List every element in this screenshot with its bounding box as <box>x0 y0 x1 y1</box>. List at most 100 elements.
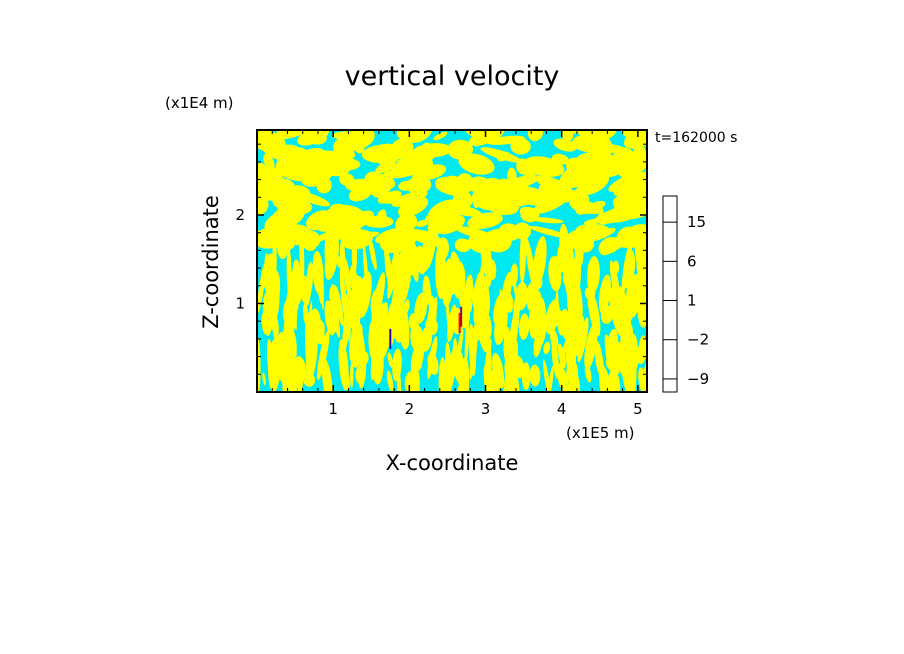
y-tick-label: 2 <box>235 206 245 224</box>
strong-velocity-streak <box>389 328 392 349</box>
updraft-patch <box>315 328 325 345</box>
x-tick-label: 4 <box>557 400 567 418</box>
updraft-patch <box>586 227 616 242</box>
x-axis-ticks: 1 2 3 4 5 <box>271 130 643 418</box>
updraft-patch <box>563 251 576 307</box>
chart-title: vertical velocity <box>345 61 560 92</box>
updraft-patch <box>454 238 472 253</box>
updraft-patch <box>483 177 501 189</box>
updraft-patch <box>529 364 541 387</box>
updraft-patch <box>598 240 612 256</box>
updraft-patch <box>480 238 493 282</box>
updraft-patch <box>531 217 564 224</box>
updraft-patch <box>333 284 344 326</box>
updraft-patch <box>371 339 384 385</box>
updraft-patch <box>553 138 577 152</box>
updraft-patch <box>599 301 609 317</box>
updraft-patch <box>377 190 402 204</box>
updraft-patch <box>352 276 361 326</box>
updraft-patch <box>532 236 547 286</box>
x-axis-label: X-coordinate <box>386 451 519 475</box>
updraft-patch <box>493 228 515 236</box>
updraft-patch <box>551 153 569 165</box>
updraft-patch <box>324 233 339 280</box>
updraft-patch <box>594 340 604 379</box>
updraft-patch <box>486 135 526 145</box>
updraft-patch <box>395 213 418 233</box>
updraft-patch <box>415 219 429 227</box>
updraft-patch <box>484 313 492 339</box>
updraft-patch <box>262 372 266 386</box>
updraft-patch <box>624 323 634 360</box>
updraft-patch <box>611 351 621 370</box>
updraft-patch <box>386 370 394 392</box>
updraft-patch <box>334 222 343 231</box>
updraft-patch <box>351 322 363 337</box>
updraft-patch <box>527 130 544 142</box>
updraft-patch <box>306 261 314 298</box>
updraft-patch <box>587 288 601 337</box>
updraft-patch <box>574 203 585 215</box>
updraft-patch <box>301 229 318 252</box>
updraft-patch <box>528 282 539 328</box>
updraft-patch <box>447 139 474 160</box>
updraft-patch <box>472 326 485 341</box>
updraft-patch <box>607 370 621 392</box>
updraft-patch <box>424 206 456 224</box>
x-tick-label: 1 <box>328 400 338 418</box>
updraft-patch <box>458 357 470 392</box>
updraft-patch <box>375 209 387 227</box>
updraft-patch <box>555 288 559 328</box>
updraft-patch <box>507 167 517 186</box>
updraft-patch <box>316 329 330 381</box>
updraft-patch <box>391 190 428 207</box>
updraft-patch <box>568 199 604 215</box>
updraft-patch <box>469 130 505 146</box>
updraft-patch <box>389 156 419 175</box>
updraft-patch <box>321 358 333 392</box>
updraft-patch <box>487 348 492 392</box>
plot-area: 1 2 3 4 5 1 2 <box>235 129 648 418</box>
updraft-patch <box>271 350 277 372</box>
updraft-patch <box>404 371 414 392</box>
updraft-patch <box>405 176 432 194</box>
updraft-patch <box>559 162 595 189</box>
updraft-patch <box>414 292 428 324</box>
updraft-patch <box>359 178 387 192</box>
updraft-patch <box>528 226 570 238</box>
updraft-patch <box>386 230 429 247</box>
updraft-patch <box>550 328 559 350</box>
updraft-patch <box>520 187 544 206</box>
updraft-patch <box>383 241 392 279</box>
updraft-patch <box>452 190 473 211</box>
updraft-patch <box>511 365 520 392</box>
x-axis-unit: (x1E5 m) <box>566 424 635 442</box>
updraft-patch <box>296 191 331 207</box>
updraft-patch <box>257 225 291 249</box>
updraft-patch <box>618 185 647 205</box>
updraft-patch <box>444 348 457 392</box>
updraft-patch <box>519 228 526 284</box>
updraft-patch <box>427 336 438 379</box>
updraft-patch <box>324 300 336 336</box>
updraft-patch <box>461 306 471 329</box>
updraft-patch <box>441 258 454 307</box>
colorbar-tick-label: 6 <box>687 252 697 270</box>
updraft-patch <box>621 241 632 294</box>
updraft-patch <box>584 286 596 300</box>
updraft-patch <box>543 341 551 355</box>
updraft-patch <box>268 284 278 307</box>
y-axis-label: Z-coordinate <box>199 195 223 329</box>
updraft-patch <box>384 149 418 161</box>
colorbar-tick-label: 15 <box>687 213 706 231</box>
updraft-patch <box>626 284 638 315</box>
updraft-patch <box>316 177 332 194</box>
updraft-patch <box>609 286 625 337</box>
updraft-patch <box>390 245 399 278</box>
updraft-patch <box>339 269 348 323</box>
updraft-patch <box>291 264 302 290</box>
updraft-patch <box>536 160 550 167</box>
updraft-patch <box>282 355 288 392</box>
updraft-patch <box>464 274 474 307</box>
